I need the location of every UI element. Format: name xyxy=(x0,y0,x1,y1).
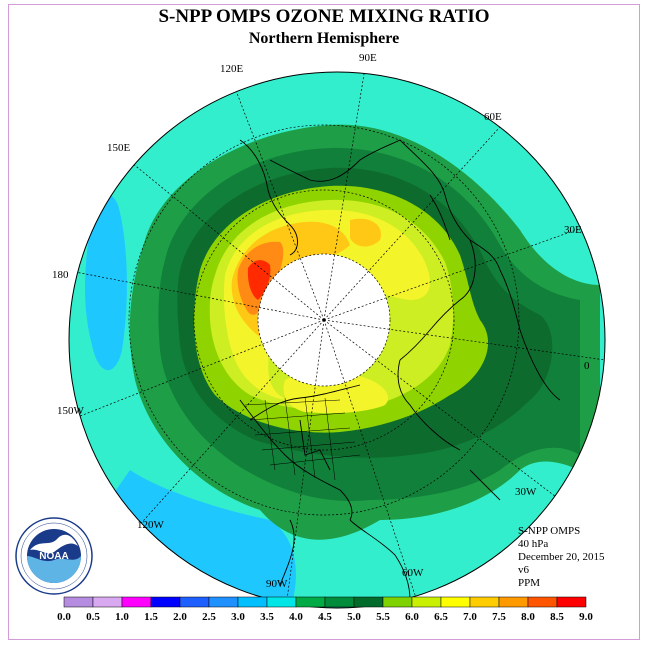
graticule xyxy=(69,72,605,608)
lon-label-60e: 60E xyxy=(484,111,502,123)
region-low-west xyxy=(84,193,127,371)
lon-label-120e: 120E xyxy=(220,63,244,75)
noaa-logo: NOAA xyxy=(15,517,93,595)
lon-label-150e: 150E xyxy=(107,142,131,154)
map-border xyxy=(68,71,606,609)
info-units: PPM xyxy=(518,577,541,589)
lon-label-90e: 90E xyxy=(359,52,377,64)
lon-label-150w: 150W xyxy=(57,405,85,417)
plot-frame xyxy=(8,4,640,640)
state-borders xyxy=(244,396,361,481)
lon-label-180: 180 xyxy=(52,269,69,281)
region-band-8-0 xyxy=(247,260,271,300)
map-title: S-NPP OMPS OZONE MIXING RATIO xyxy=(158,6,490,27)
info-version: v6 xyxy=(518,564,529,576)
noaa-logo-text: NOAA xyxy=(39,551,68,562)
info-block: S-NPP OMPS 40 hPa December 20, 2015 v6 P… xyxy=(518,525,604,590)
coastlines xyxy=(239,139,561,601)
lon-label-60w: 60W xyxy=(402,567,424,579)
lon-label-30w: 30W xyxy=(515,486,537,498)
info-level: 40 hPa xyxy=(518,538,549,550)
region-band-7-0-north xyxy=(350,218,381,247)
map-subtitle: Northern Hemisphere xyxy=(248,30,400,47)
lon-label-120w: 120W xyxy=(137,519,165,531)
info-date: December 20, 2015 xyxy=(518,551,605,563)
lon-label-0: 0 xyxy=(584,360,590,372)
lon-label-30e: 30E xyxy=(564,224,582,236)
info-instrument: S-NPP OMPS xyxy=(518,525,581,537)
lon-label-90w: 90W xyxy=(266,578,288,590)
